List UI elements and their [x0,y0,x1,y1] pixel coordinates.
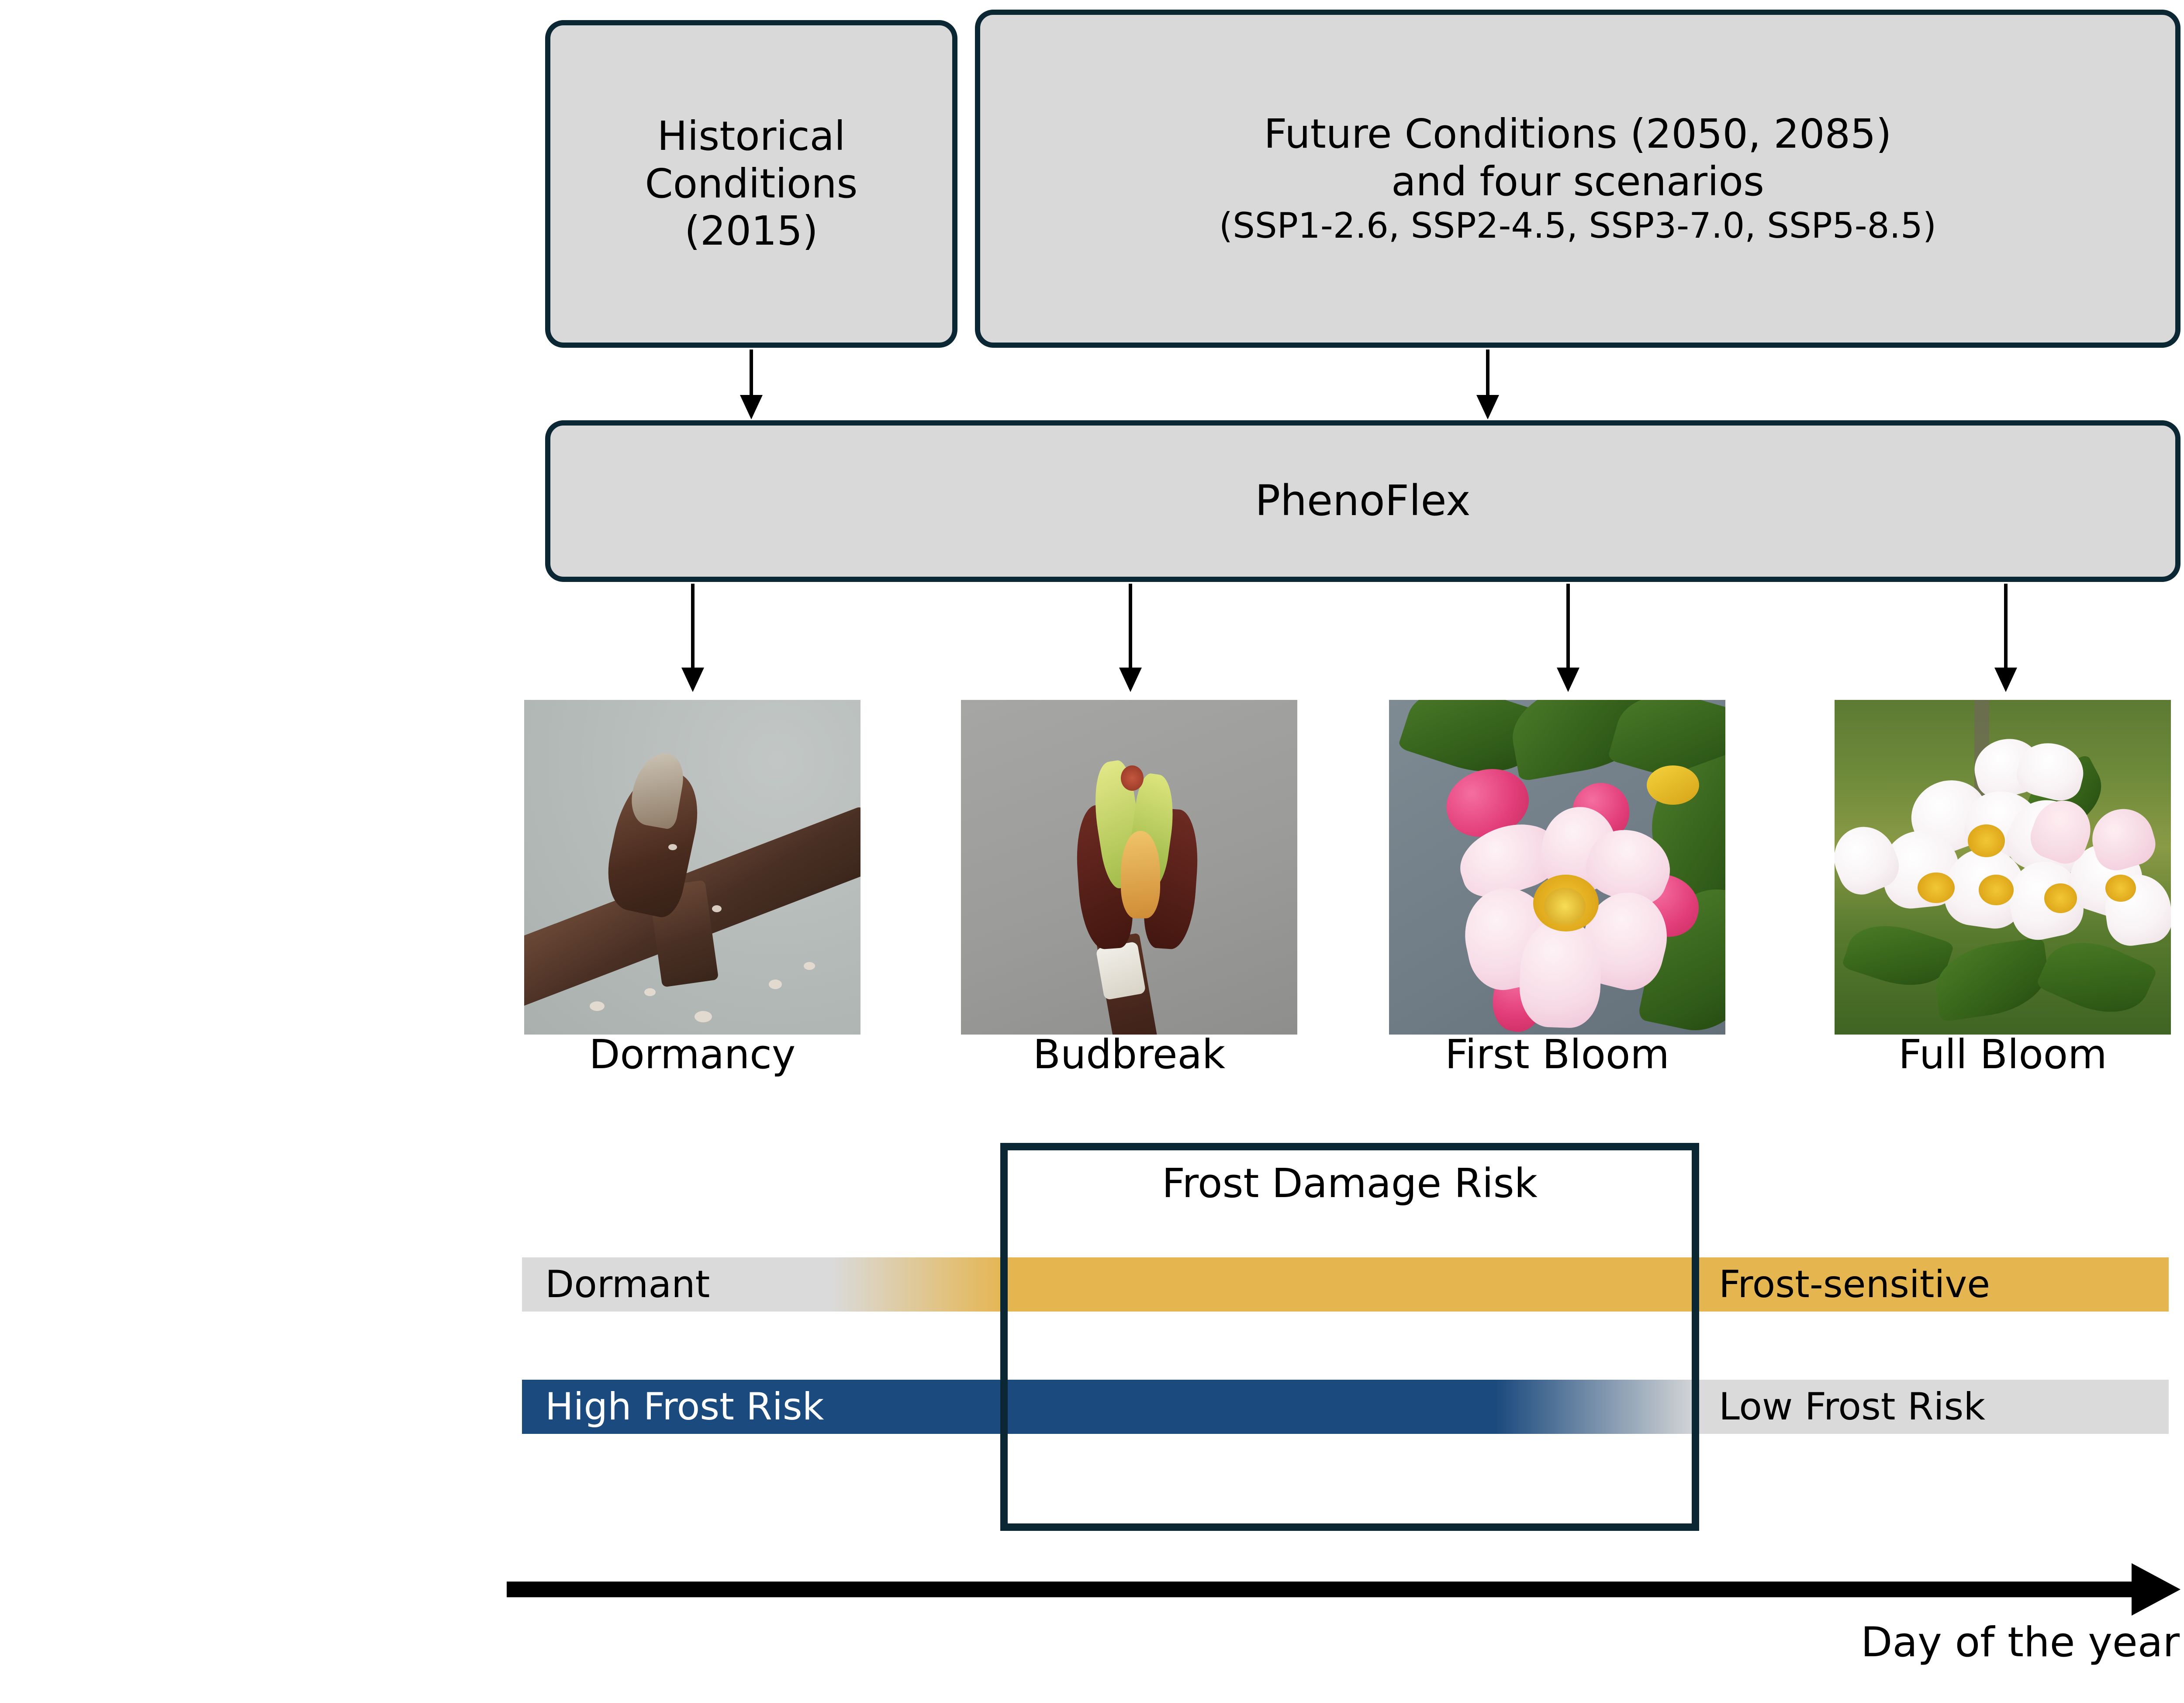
stage-label-dormancy: Dormancy [589,1031,796,1078]
frost-damage-risk-label: Frost Damage Risk [1162,1160,1538,1207]
sensitivity-bar [522,1257,2169,1312]
frost-risk-bar-right-label: Low Frost Risk [1719,1385,1986,1429]
phenoflex-label: PhenoFlex [1255,476,1471,526]
day-of-year-axis-arrowhead [2132,1563,2181,1616]
frost-risk-bar-left-label: High Frost Risk [545,1385,824,1429]
budbreak-photo [961,700,1297,1035]
dormant-bud-photo [524,700,860,1035]
day-of-year-axis-label: Day of the year [1861,1619,2180,1666]
phenoflex-model-box: PhenoFlex [545,420,2181,582]
historical-line-3: (2015) [684,208,818,255]
stage-label-full-bloom: Full Bloom [1898,1031,2107,1078]
historical-conditions-box: Historical Conditions (2015) [545,20,957,348]
full-bloom-photo [1835,700,2171,1035]
sensitivity-bar-right-label: Frost-sensitive [1719,1263,1990,1306]
first-bloom-photo [1389,700,1725,1035]
stage-label-budbreak: Budbreak [1033,1031,1226,1078]
future-line-1: Future Conditions (2050, 2085) [1264,111,1892,158]
frost-risk-bar [522,1380,2169,1434]
sensitivity-bar-left-label: Dormant [545,1263,710,1306]
historical-line-2: Conditions [645,160,858,207]
historical-line-1: Historical [657,113,846,160]
day-of-year-axis-line [507,1582,2136,1597]
future-conditions-box: Future Conditions (2050, 2085) and four … [975,10,2181,348]
frost-damage-risk-box [1000,1143,1699,1531]
future-line-2: and four scenarios [1391,158,1764,205]
stage-label-first-bloom: First Bloom [1445,1031,1669,1078]
future-scenarios-line: (SSP1-2.6, SSP2-4.5, SSP3-7.0, SSP5-8.5) [1219,205,1937,246]
